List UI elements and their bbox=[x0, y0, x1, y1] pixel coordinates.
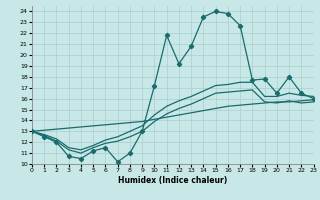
X-axis label: Humidex (Indice chaleur): Humidex (Indice chaleur) bbox=[118, 176, 228, 185]
